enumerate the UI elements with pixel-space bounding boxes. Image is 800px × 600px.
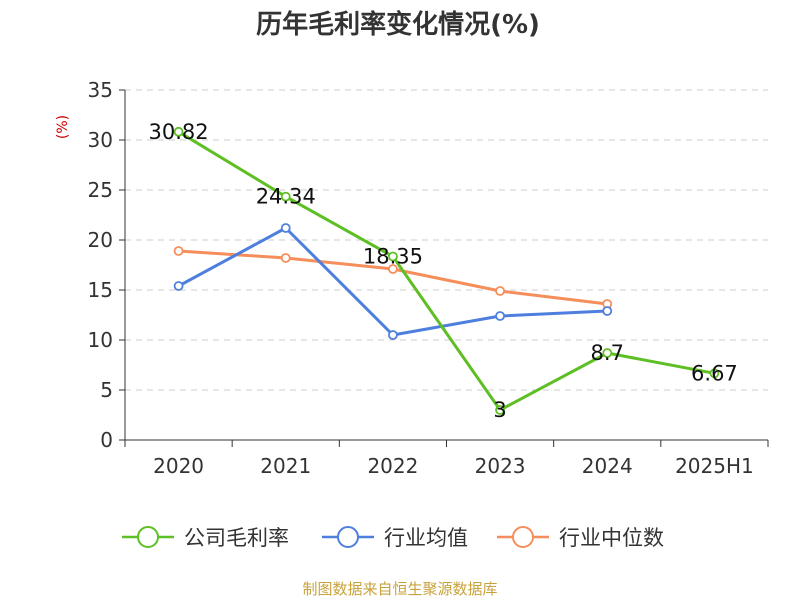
- data-point: [602, 306, 613, 316]
- data-point: [495, 405, 505, 415]
- x-tick-label: 2021: [260, 454, 311, 478]
- series-line-0: [177, 130, 715, 412]
- y-tick-label: 25: [88, 178, 113, 202]
- x-tick-label: 2022: [367, 454, 418, 478]
- data-point: [495, 286, 505, 296]
- data-point: [280, 223, 291, 233]
- data-point: [173, 281, 184, 291]
- grid-lines: [125, 89, 768, 391]
- data-label: 30.82: [149, 120, 209, 144]
- y-tick-label: 10: [88, 328, 113, 352]
- data-point: [495, 311, 505, 321]
- data-point: [388, 330, 398, 340]
- y-tick-label: 30: [88, 128, 113, 152]
- x-tick-label: 2025H1: [675, 454, 754, 478]
- data-label: 8.7: [591, 341, 624, 365]
- data-point: [173, 126, 184, 137]
- data-label: 6.67: [691, 361, 738, 385]
- data-point: [173, 246, 184, 256]
- axes: 0 5 10 15 20 25 30 35 2020 2021 2022 2023 2024 2025H1: [88, 78, 769, 478]
- x-tick-label: 2020: [153, 454, 204, 478]
- legend-swatch-marker: [512, 526, 534, 548]
- data-label: 24.34: [256, 185, 316, 209]
- y-tick-label: 35: [88, 78, 113, 102]
- chart-title: 历年毛利率变化情况(%): [256, 9, 540, 40]
- y-tick-label: 20: [88, 228, 113, 252]
- y-axis-unit: (%): [55, 115, 71, 139]
- y-tick-label: 5: [100, 378, 113, 402]
- data-point: [602, 348, 613, 358]
- source-note: 制图数据来自恒生聚源数据库: [302, 580, 497, 598]
- data-label: 18.35: [363, 245, 423, 269]
- data-labels: 30.82 24.34 18.35 3 8.7 6.67: [149, 120, 738, 422]
- x-tick-label: 2023: [475, 454, 526, 478]
- legend-swatch-marker: [337, 526, 359, 548]
- legend: 公司毛利率 行业均值 行业中位数: [122, 526, 664, 550]
- x-tick-label: 2024: [582, 454, 633, 478]
- data-point: [709, 368, 720, 379]
- y-tick-label: 15: [88, 278, 113, 302]
- series: [173, 126, 720, 415]
- legend-swatch-marker: [137, 526, 159, 548]
- legend-label: 行业均值: [384, 526, 468, 550]
- data-point: [388, 264, 398, 274]
- legend-label: 行业中位数: [559, 526, 664, 550]
- data-point: [280, 191, 291, 202]
- data-point: [388, 251, 398, 262]
- data-label: 3: [493, 398, 506, 422]
- legend-label: 公司毛利率: [184, 526, 289, 550]
- y-tick-label: 0: [100, 428, 113, 452]
- data-point: [280, 253, 291, 263]
